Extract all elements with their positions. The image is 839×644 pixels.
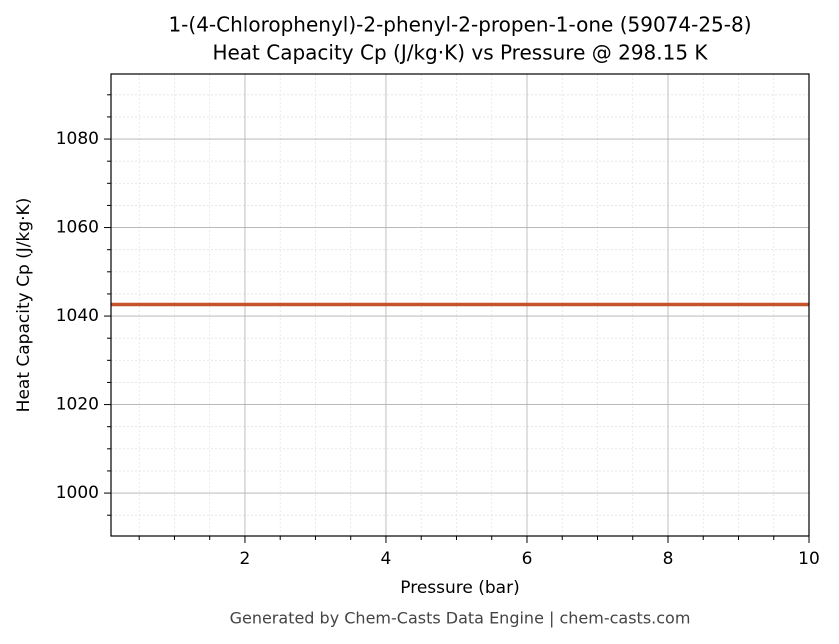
y-tick-label: 1040	[56, 306, 99, 326]
chart-subtitle: Heat Capacity Cp (J/kg·K) vs Pressure @ …	[212, 41, 708, 65]
x-tick-label: 6	[522, 549, 533, 569]
x-tick-label: 10	[798, 549, 820, 569]
footer: Generated by Chem-Casts Data Engine | ch…	[230, 609, 691, 628]
plot-frame	[110, 73, 810, 537]
y-tick-label: 1080	[56, 129, 99, 149]
y-tick-label: 1060	[56, 218, 99, 238]
y-tick-label: 1000	[56, 483, 99, 503]
x-tick-label: 4	[381, 549, 392, 569]
y-tick-label: 1020	[56, 395, 99, 415]
chart-title: 1-(4-Chlorophenyl)-2-phenyl-2-propen-1-o…	[168, 13, 751, 37]
x-axis-label: Pressure (bar)	[400, 578, 519, 598]
x-tick-label: 2	[240, 549, 251, 569]
x-tick-label: 8	[663, 549, 674, 569]
y-axis-label: Heat Capacity Cp (J/kg·K)	[14, 198, 34, 413]
